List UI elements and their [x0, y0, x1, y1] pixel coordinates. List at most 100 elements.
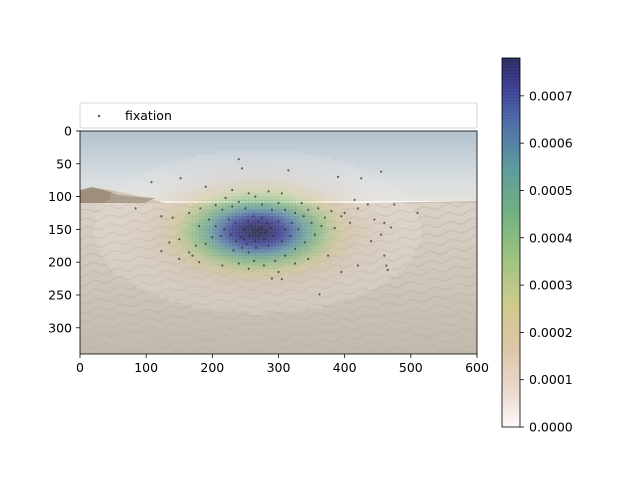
heat-cell	[192, 255, 197, 260]
heat-cell	[242, 288, 246, 293]
heat-cell	[404, 206, 408, 211]
heat-cell	[199, 249, 203, 253]
heat-cell	[364, 265, 369, 270]
heat-cell	[301, 193, 306, 197]
heat-cell	[126, 219, 131, 224]
heat-cell	[308, 285, 312, 289]
heat-cell	[169, 268, 174, 273]
heat-cell	[152, 180, 157, 184]
heat-cell	[129, 242, 134, 247]
heat-cell	[258, 222, 263, 227]
density-heatmap	[93, 150, 422, 316]
heat-cell	[265, 265, 269, 270]
heat-cell	[351, 239, 355, 243]
heat-cell	[347, 281, 352, 286]
heat-cell	[175, 275, 180, 279]
heat-cell	[295, 232, 299, 237]
heat-cell	[228, 157, 233, 161]
heat-cell	[222, 229, 226, 234]
heat-cell	[169, 249, 174, 253]
heat-cell	[367, 239, 372, 243]
heat-cell	[334, 262, 339, 266]
heat-cell	[156, 180, 160, 184]
heat-cell	[182, 298, 187, 302]
heat-cell	[175, 180, 180, 184]
heat-cell	[218, 157, 223, 161]
heat-cell	[109, 258, 114, 263]
heat-cell	[288, 216, 293, 220]
heat-cell	[344, 255, 349, 260]
heat-cell	[341, 226, 346, 230]
heat-cell	[314, 160, 319, 165]
heat-cell	[410, 206, 415, 211]
heat-cell	[374, 219, 379, 224]
heat-cell	[318, 242, 322, 247]
heat-cell	[169, 242, 174, 247]
heat-cell	[119, 252, 124, 257]
heat-cell	[268, 252, 273, 257]
heat-cell	[341, 173, 346, 178]
heat-cell	[205, 183, 210, 188]
heat-cell	[185, 163, 190, 168]
heat-cell	[321, 186, 326, 191]
heat-cell	[361, 288, 365, 293]
heat-cell	[258, 252, 263, 257]
heat-cell	[351, 272, 355, 276]
heat-cell	[238, 291, 243, 296]
heat-cell	[394, 206, 398, 211]
heat-cell	[318, 203, 322, 207]
heat-cell	[295, 212, 299, 217]
heat-cell	[341, 245, 346, 250]
heat-cell	[361, 249, 365, 253]
heat-cell	[172, 226, 177, 230]
heat-cell	[281, 212, 286, 217]
heat-cell	[354, 199, 359, 204]
heat-cell	[361, 196, 365, 201]
heat-cell	[169, 170, 174, 175]
heat-cell	[245, 199, 250, 204]
heat-cell	[304, 232, 309, 237]
heat-cell	[381, 190, 385, 194]
heat-cell	[308, 252, 312, 257]
heat-cell	[248, 304, 253, 309]
heat-cell	[354, 193, 359, 197]
fixation-point	[370, 240, 373, 243]
heat-cell	[232, 235, 236, 240]
heat-cell	[248, 311, 253, 316]
heat-cell	[394, 239, 398, 243]
heat-cell	[338, 291, 342, 296]
heat-cell	[341, 216, 346, 220]
heat-cell	[218, 281, 223, 286]
heat-cell	[271, 173, 276, 178]
heat-cell	[248, 301, 253, 306]
heat-cell	[361, 173, 365, 178]
heat-cell	[261, 193, 266, 197]
heat-cell	[132, 268, 137, 273]
heat-cell	[258, 150, 263, 155]
heat-cell	[156, 203, 160, 207]
heat-cell	[225, 272, 230, 276]
heat-cell	[109, 203, 114, 207]
heat-cell	[175, 278, 180, 283]
heat-cell	[252, 157, 256, 161]
heat-cell	[281, 278, 286, 283]
heat-cell	[199, 265, 203, 270]
heat-cell	[146, 252, 150, 257]
heat-cell	[209, 294, 213, 299]
heat-cell	[407, 206, 412, 211]
fixation-point	[302, 215, 305, 218]
heat-cell	[261, 226, 266, 230]
heat-cell	[275, 170, 279, 175]
heat-cell	[341, 193, 346, 197]
fixation-point	[366, 203, 369, 206]
heat-cell	[222, 157, 226, 161]
heat-cell	[126, 186, 131, 191]
heat-cell	[331, 232, 336, 237]
fixation-point	[254, 240, 257, 243]
heat-cell	[328, 272, 332, 276]
heat-cell	[344, 196, 349, 201]
heat-cell	[232, 298, 236, 302]
heat-cell	[175, 186, 180, 191]
heat-cell	[367, 252, 372, 257]
heat-cell	[295, 173, 299, 178]
